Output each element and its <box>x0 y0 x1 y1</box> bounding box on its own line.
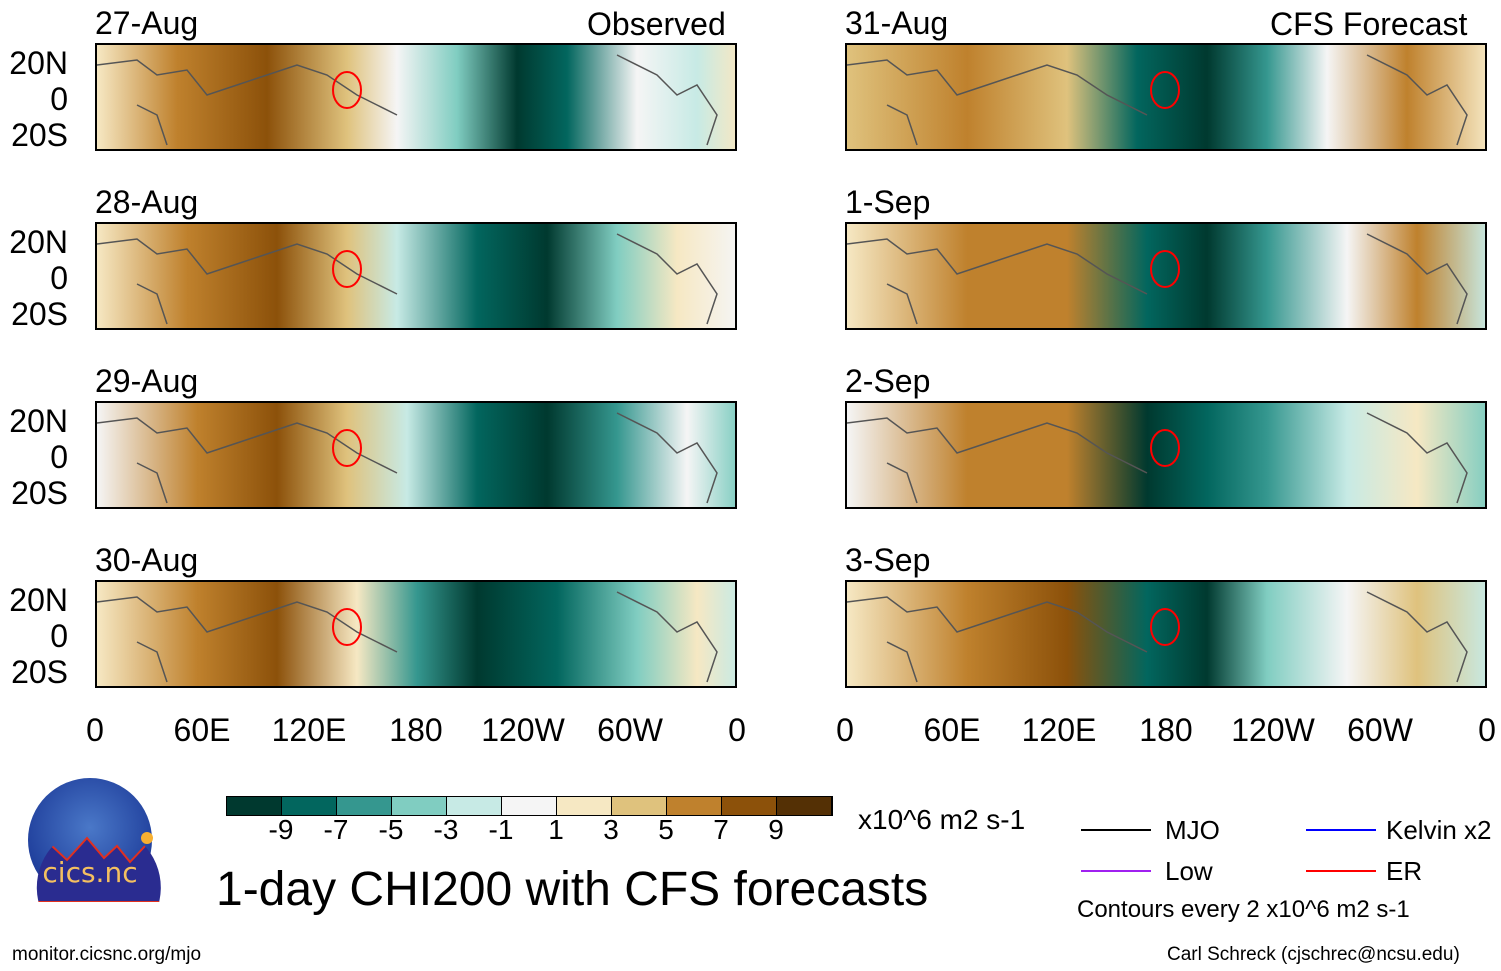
legend-line-mjo <box>1081 829 1151 831</box>
svg-text:cics.nc: cics.nc <box>42 856 137 889</box>
colorbar-units: x10^6 m2 s-1 <box>858 804 1026 835</box>
colorbar-swatch <box>557 797 612 815</box>
lon-label: 0 <box>86 712 104 748</box>
coastlines <box>97 233 718 325</box>
lon-label: 180 <box>389 712 443 748</box>
panel-date: 2-Sep <box>845 363 931 399</box>
panel-date: 31-Aug <box>845 5 949 41</box>
panel-date: 3-Sep <box>845 542 931 578</box>
panel-date: 27-Aug <box>95 5 199 41</box>
url-text: monitor.cicsnc.org/mjo <box>12 944 202 965</box>
lat-label: 20S <box>11 296 68 332</box>
lat-label: 20N <box>9 224 68 260</box>
panel-date: 30-Aug <box>95 542 199 578</box>
coastlines <box>97 54 718 146</box>
lon-label: 60W <box>597 712 663 748</box>
lat-label: 0 <box>50 260 68 296</box>
lon-label: 120W <box>481 712 565 748</box>
lat-label: 20S <box>11 654 68 690</box>
colorbar-label: 9 <box>768 814 784 845</box>
main-title: 1-day CHI200 with CFS forecasts <box>216 863 929 916</box>
coastlines <box>847 591 1468 683</box>
map-panel <box>845 580 1487 688</box>
map-panel <box>95 580 737 688</box>
colorbar-swatch <box>282 797 337 815</box>
coastlines <box>97 591 718 683</box>
colorbar-swatch <box>337 797 392 815</box>
lon-label: 0 <box>728 712 746 748</box>
legend-label-er: ER <box>1386 856 1423 886</box>
lat-label: 20N <box>9 403 68 439</box>
lat-label: 20N <box>9 45 68 81</box>
colorbar-swatch <box>612 797 667 815</box>
panel-date: 1-Sep <box>845 184 931 220</box>
map-panel <box>95 222 737 330</box>
lon-label: 60E <box>173 712 231 748</box>
legend-label-mjo: MJO <box>1165 815 1220 845</box>
contour-note: Contours every 2 x10^6 m2 s-1 <box>1077 896 1410 923</box>
lat-label: 0 <box>50 618 68 654</box>
colorbar-swatch <box>392 797 447 815</box>
legend-label-low: Low <box>1165 856 1213 886</box>
colorbar-swatch <box>777 797 832 815</box>
lat-label: 20N <box>9 582 68 618</box>
colorbar-swatch <box>227 797 282 815</box>
legend-line-kelvin <box>1306 829 1376 831</box>
panel-date: 29-Aug <box>95 363 199 399</box>
colorbar-label: -7 <box>323 814 349 845</box>
colorbar-label: -9 <box>268 814 294 845</box>
lat-label: 0 <box>50 439 68 475</box>
colorbar-label: -1 <box>488 814 514 845</box>
coastlines <box>847 412 1468 504</box>
colorbar-swatch <box>722 797 777 815</box>
map-panel <box>95 401 737 509</box>
coastlines <box>97 412 718 504</box>
map-panel <box>845 401 1487 509</box>
colorbar-label: -3 <box>433 814 459 845</box>
lat-label: 20S <box>11 117 68 153</box>
lat-label: 20S <box>11 475 68 511</box>
panel-date: 28-Aug <box>95 184 199 220</box>
lon-label: 60E <box>923 712 981 748</box>
colorbar-label: -5 <box>378 814 404 845</box>
colorbar-label: 7 <box>713 814 729 845</box>
lon-label: 120W <box>1231 712 1315 748</box>
map-panel <box>95 43 737 151</box>
colorbar <box>226 796 833 816</box>
colorbar-label: 5 <box>658 814 674 845</box>
colorbar-swatch <box>502 797 557 815</box>
legend-line-er <box>1306 870 1376 872</box>
forecast-title: CFS Forecast <box>1270 6 1468 42</box>
colorbar-swatch <box>667 797 722 815</box>
coastlines <box>847 233 1468 325</box>
credit-text: Carl Schreck (cjschrec@ncsu.edu) <box>1167 944 1460 965</box>
lon-label: 0 <box>1478 712 1496 748</box>
colorbar-swatch <box>447 797 502 815</box>
colorbar-label: 1 <box>548 814 564 845</box>
lat-label: 0 <box>50 81 68 117</box>
legend-line-low <box>1081 870 1151 872</box>
colorbar-label: 3 <box>603 814 619 845</box>
lon-label: 60W <box>1347 712 1413 748</box>
observed-title: Observed <box>587 6 726 42</box>
lon-label: 120E <box>271 712 347 748</box>
lon-label: 180 <box>1139 712 1193 748</box>
lon-label: 0 <box>836 712 854 748</box>
legend-label-kelvin: Kelvin x2 <box>1386 815 1492 845</box>
coastlines <box>847 54 1468 146</box>
lon-label: 120E <box>1021 712 1097 748</box>
map-panel <box>845 222 1487 330</box>
cics-logo: cics.nc <box>12 778 168 902</box>
map-panel <box>845 43 1487 151</box>
